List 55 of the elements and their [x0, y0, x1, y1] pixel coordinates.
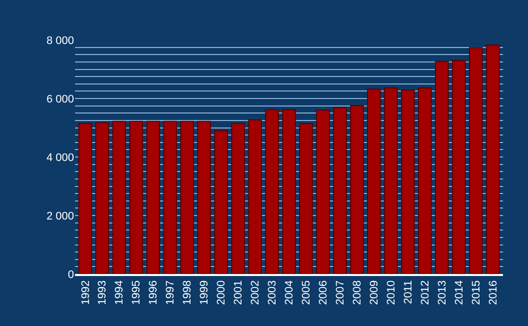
y-tick-label: 4 000: [46, 152, 74, 164]
bar: [299, 123, 313, 274]
x-tick-label: 2001: [232, 280, 245, 305]
x-tick-label: 2009: [368, 280, 380, 305]
x-tick-label: 2002: [250, 280, 262, 305]
y-tick-label: 8 000: [46, 34, 74, 47]
x-tick-label: 1997: [164, 280, 177, 305]
bar: [282, 109, 296, 274]
x-tick-label: 2012: [419, 280, 432, 305]
bar: [163, 120, 177, 274]
x-tick-label: 2005: [300, 280, 313, 305]
bar: [367, 88, 381, 274]
bar: [452, 60, 466, 274]
y-tick-label: 2 000: [46, 210, 74, 222]
bar: [350, 105, 364, 274]
bar: [112, 120, 126, 274]
bar: [248, 119, 262, 274]
bar: [316, 110, 330, 274]
x-tick-label: 2015: [470, 280, 482, 305]
x-tick-label: 2004: [284, 280, 296, 305]
x-tick-label: 2014: [453, 280, 466, 305]
bar: [231, 122, 245, 274]
x-tick-label: 2007: [334, 280, 347, 305]
x-tick-label: 1998: [182, 280, 194, 305]
x-tick-label: 1994: [114, 280, 126, 305]
bar: [197, 120, 211, 274]
bar: [468, 47, 483, 274]
x-tick-label: 2013: [436, 280, 448, 305]
x-tick-label: 2010: [385, 280, 398, 305]
bar: [95, 122, 110, 274]
bar: [401, 90, 415, 274]
x-tick-label: 2016: [487, 280, 500, 305]
x-tick-label: 1996: [148, 280, 160, 305]
x-tick-label: 1993: [96, 280, 109, 305]
x-tick-label: 2003: [266, 280, 279, 305]
bar: [146, 120, 160, 274]
bar: [78, 122, 92, 274]
bar: [418, 87, 432, 274]
x-tick-label: 2011: [402, 280, 414, 304]
x-tick-label: 1995: [130, 280, 143, 305]
bar: [384, 87, 398, 274]
x-tick-label: 2006: [318, 280, 330, 305]
x-tick-label: 1992: [80, 280, 92, 305]
y-tick-label: 6 000: [46, 93, 74, 106]
bar: [486, 44, 500, 274]
bar: [180, 120, 194, 274]
bar: [333, 107, 347, 274]
bar: [214, 130, 228, 274]
y-tick-label: 0: [68, 268, 74, 281]
bar: [129, 120, 144, 274]
x-tick-label: 2008: [352, 280, 364, 305]
x-tick-label: 2000: [216, 280, 228, 305]
x-tick-label: 1999: [198, 280, 211, 305]
bar: [265, 109, 279, 274]
bar: [434, 60, 449, 274]
